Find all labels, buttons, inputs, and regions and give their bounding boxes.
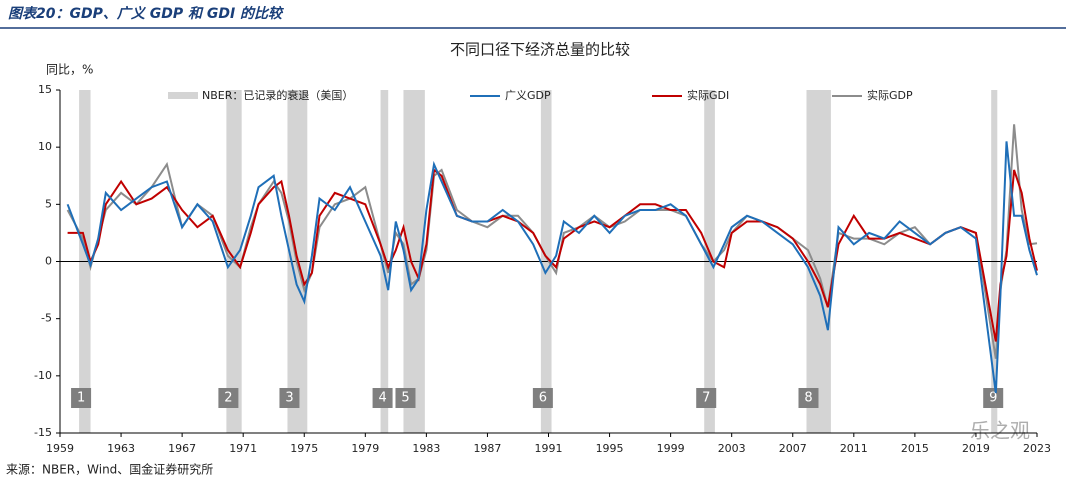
- recession-label-box: [798, 388, 819, 408]
- x-tick-label: 1967: [168, 442, 196, 455]
- header: 图表20：GDP、广义 GDP 和 GDI 的比较: [8, 5, 284, 22]
- legend-label: NBER：已记录的衰退（美国）: [202, 88, 353, 102]
- legend-label: 广义GDP: [505, 89, 551, 102]
- recession-label: 1: [77, 391, 85, 406]
- recession-label-box: [532, 388, 553, 408]
- recession-label: 2: [224, 391, 232, 406]
- recession-label-box: [279, 388, 300, 408]
- recession-label: 9: [989, 391, 997, 406]
- x-tick-label: 2019: [962, 442, 990, 455]
- x-tick-label: 2003: [718, 442, 746, 455]
- y-tick-label: -5: [41, 312, 52, 325]
- recession-label-box: [372, 388, 393, 408]
- x-tick-label: 1991: [535, 442, 563, 455]
- recession-label-box: [983, 388, 1004, 408]
- y-tick-label: 15: [38, 83, 52, 96]
- series-line: [67, 168, 1038, 342]
- recession-label: 8: [804, 391, 812, 406]
- x-tick-label: 1979: [351, 442, 379, 455]
- x-tick-label: 1983: [412, 442, 440, 455]
- y-tick-label: 10: [38, 140, 52, 153]
- legend-swatch: [168, 92, 198, 99]
- source: 来源：NBER，Wind、国金证券研究所: [6, 462, 213, 477]
- watermark: 乐之观: [970, 419, 1030, 443]
- x-tick-label: 2011: [840, 442, 868, 455]
- x-tick-label: 1959: [46, 442, 74, 455]
- chart-title: 不同口径下经济总量的比较: [450, 41, 630, 59]
- y-tick-label: -10: [34, 369, 52, 382]
- legend-label: 实际GDI: [687, 88, 729, 102]
- recession-label: 4: [378, 391, 386, 406]
- recession-label: 6: [539, 391, 547, 406]
- y-tick-label: -15: [34, 426, 52, 439]
- series-line: [66, 141, 1038, 394]
- x-tick-label: 1995: [596, 442, 624, 455]
- y-axis-label: 同比，%: [46, 63, 93, 77]
- x-tick-label: 1999: [657, 442, 685, 455]
- x-tick-label: 2023: [1023, 442, 1051, 455]
- x-tick-label: 1971: [229, 442, 257, 455]
- recession-label-box: [218, 388, 239, 408]
- recession-label: 7: [702, 391, 710, 406]
- x-tick-label: 1963: [107, 442, 135, 455]
- recession-label: 3: [285, 391, 293, 406]
- legend-label: 实际GDP: [867, 88, 913, 102]
- x-tick-label: 2007: [779, 442, 807, 455]
- x-tick-label: 1975: [290, 442, 318, 455]
- recession-label-box: [395, 388, 416, 408]
- x-tick-label: 2015: [901, 442, 929, 455]
- recession-label-box: [696, 388, 717, 408]
- x-tick-label: 1987: [473, 442, 501, 455]
- y-tick-label: 5: [45, 197, 52, 210]
- recession-label-box: [71, 388, 92, 408]
- series-line: [66, 124, 1038, 359]
- y-tick-label: 0: [45, 255, 52, 268]
- recession-label: 5: [401, 391, 409, 406]
